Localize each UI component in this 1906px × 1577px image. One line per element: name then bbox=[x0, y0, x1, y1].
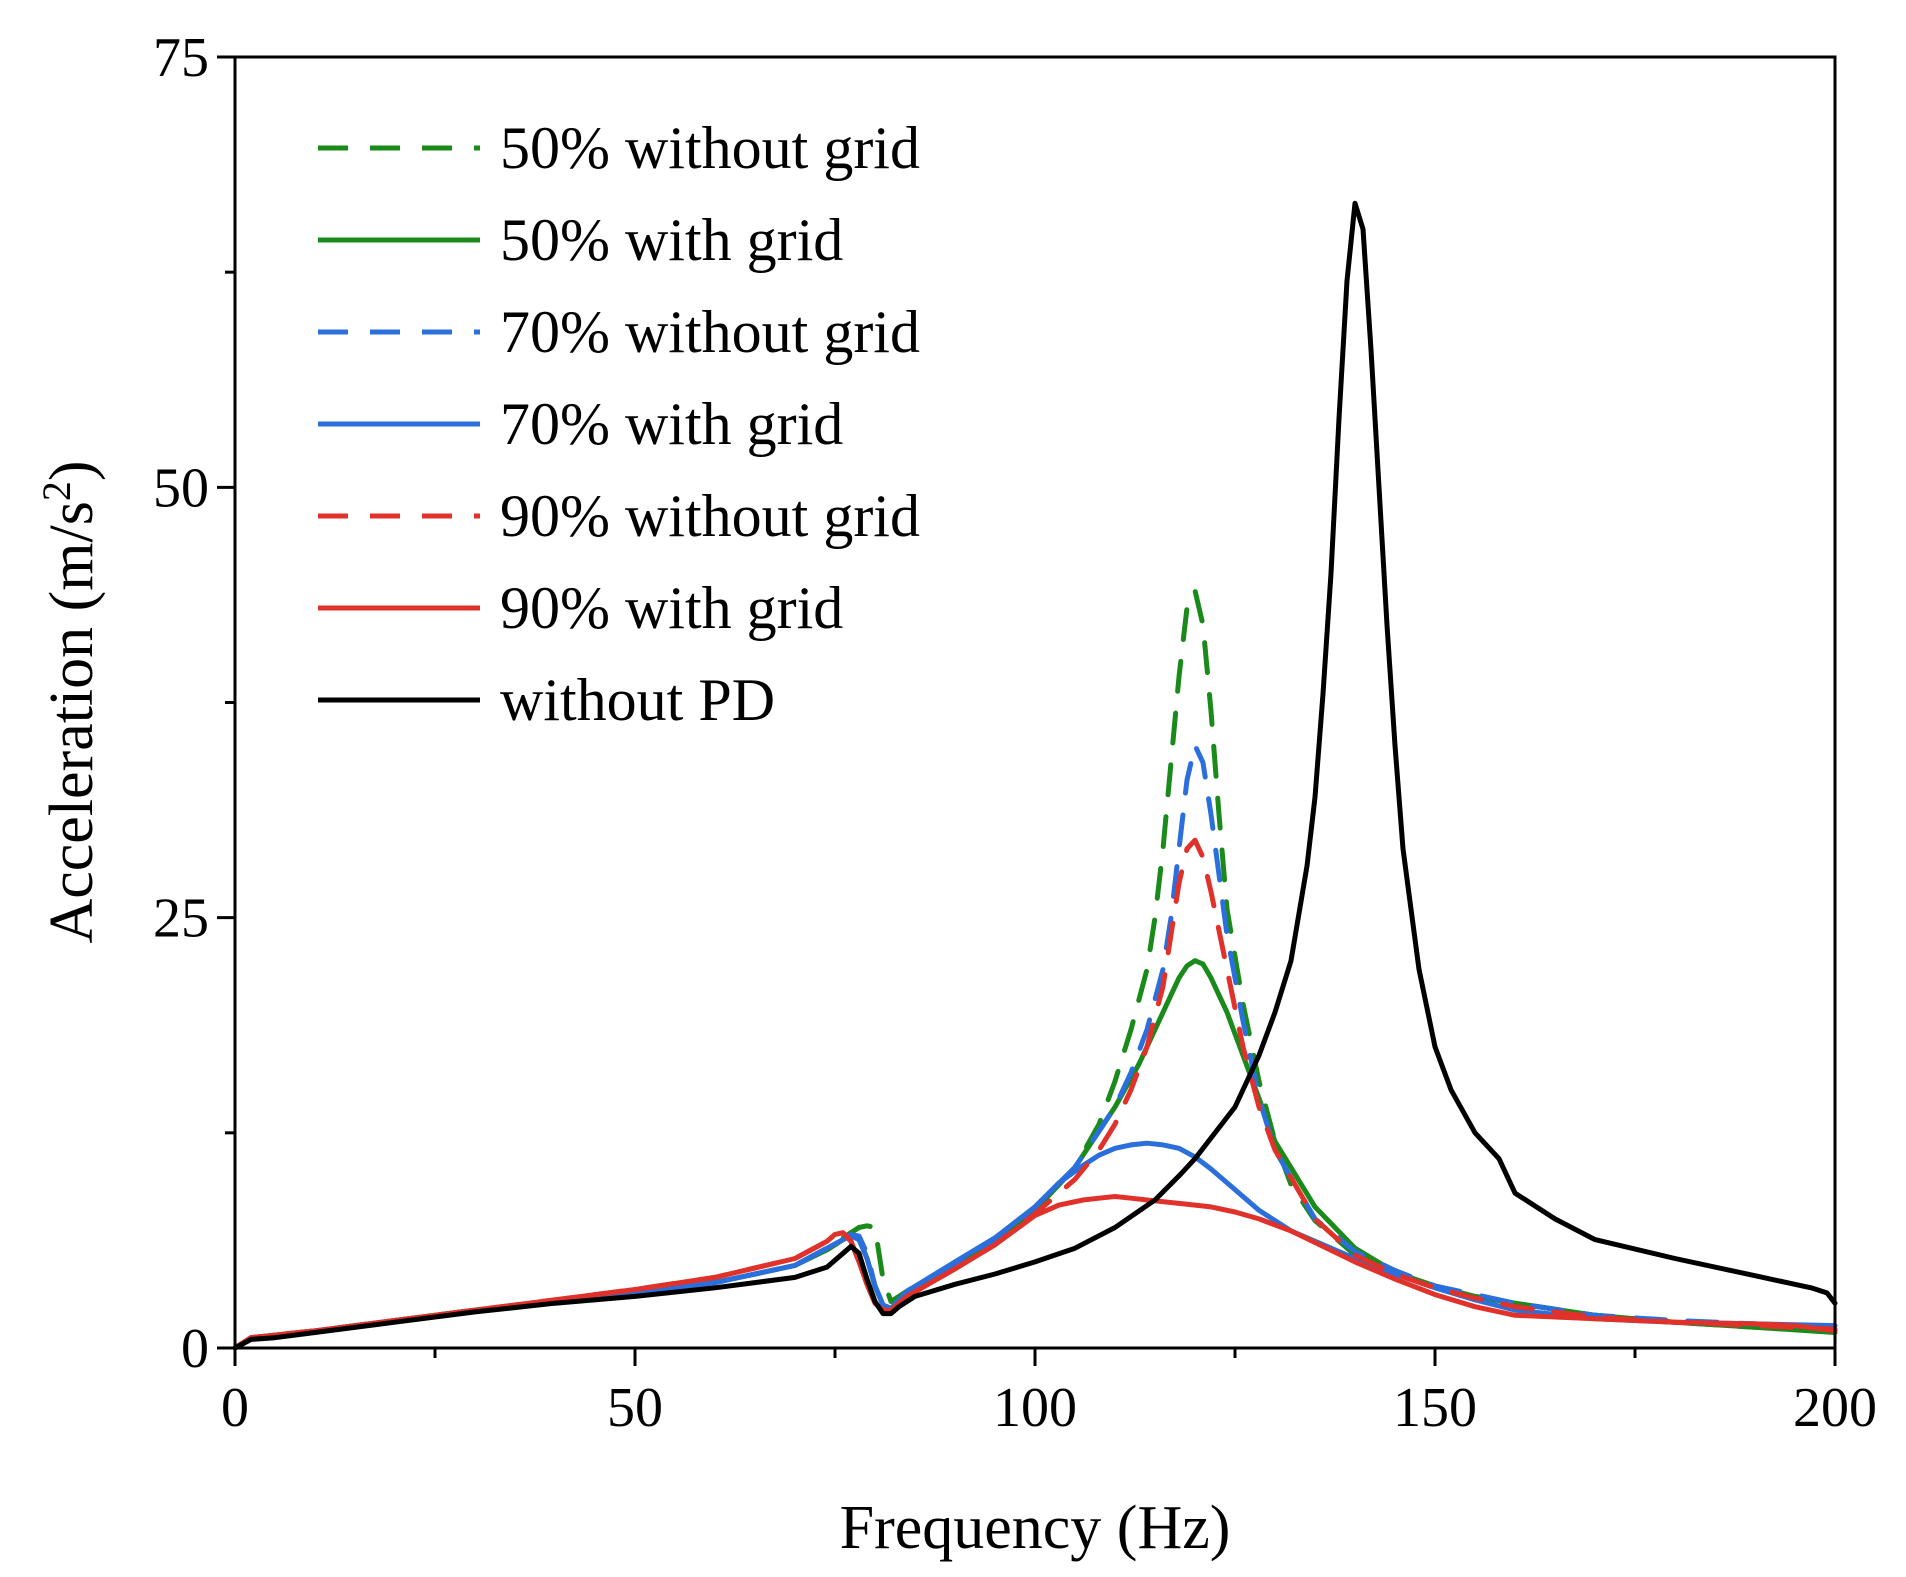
series-line-90pct-without-grid bbox=[232, 837, 1838, 1351]
y-tick-label: 50 bbox=[153, 457, 209, 519]
x-axis-title: Frequency (Hz) bbox=[840, 1494, 1231, 1562]
legend-label: 50% without grid bbox=[500, 115, 920, 181]
legend-label: 90% with grid bbox=[500, 575, 843, 641]
y-tick-label: 0 bbox=[181, 1318, 209, 1380]
y-axis-title: Acceleration (m/s2) bbox=[34, 460, 106, 943]
y-tick-label: 75 bbox=[153, 27, 209, 89]
y-axis-title-main: Acceleration (m/s bbox=[38, 501, 106, 943]
y-axis-title-superscript: 2 bbox=[34, 481, 79, 501]
ticks-layer: 0 50 100 150 200 0 25 50 75 bbox=[153, 27, 1877, 1439]
series-layer bbox=[232, 200, 1838, 1351]
x-tick-label: 100 bbox=[993, 1377, 1077, 1439]
legend: 50% without grid 50% with grid 70% without… bbox=[318, 115, 920, 733]
x-tick-label: 0 bbox=[221, 1377, 249, 1439]
legend-label: 90% without grid bbox=[500, 483, 920, 549]
y-axis-title-tail: ) bbox=[38, 460, 106, 481]
legend-item-without-pd: without PD bbox=[318, 667, 775, 733]
legend-label: 70% with grid bbox=[500, 391, 843, 457]
series-line-70pct-without-grid bbox=[232, 743, 1838, 1351]
legend-label: 70% without grid bbox=[500, 299, 920, 365]
legend-item-50pct-with-grid: 50% with grid bbox=[318, 207, 843, 273]
legend-item-50pct-without-grid: 50% without grid bbox=[318, 115, 920, 181]
x-tick-label: 50 bbox=[607, 1377, 663, 1439]
series-line-without-pd bbox=[232, 200, 1838, 1351]
series-line-90pct-with-grid bbox=[232, 1194, 1838, 1351]
legend-label: 50% with grid bbox=[500, 207, 843, 273]
legend-item-70pct-with-grid: 70% with grid bbox=[318, 391, 843, 457]
legend-item-90pct-with-grid: 90% with grid bbox=[318, 575, 843, 641]
x-tick-label: 150 bbox=[1393, 1377, 1477, 1439]
y-tick-label: 25 bbox=[153, 888, 209, 950]
legend-item-90pct-without-grid: 90% without grid bbox=[318, 483, 920, 549]
series-line-70pct-with-grid bbox=[232, 1140, 1838, 1351]
legend-item-70pct-without-grid: 70% without grid bbox=[318, 299, 920, 365]
x-tick-label: 200 bbox=[1793, 1377, 1877, 1439]
legend-label: without PD bbox=[500, 667, 775, 733]
